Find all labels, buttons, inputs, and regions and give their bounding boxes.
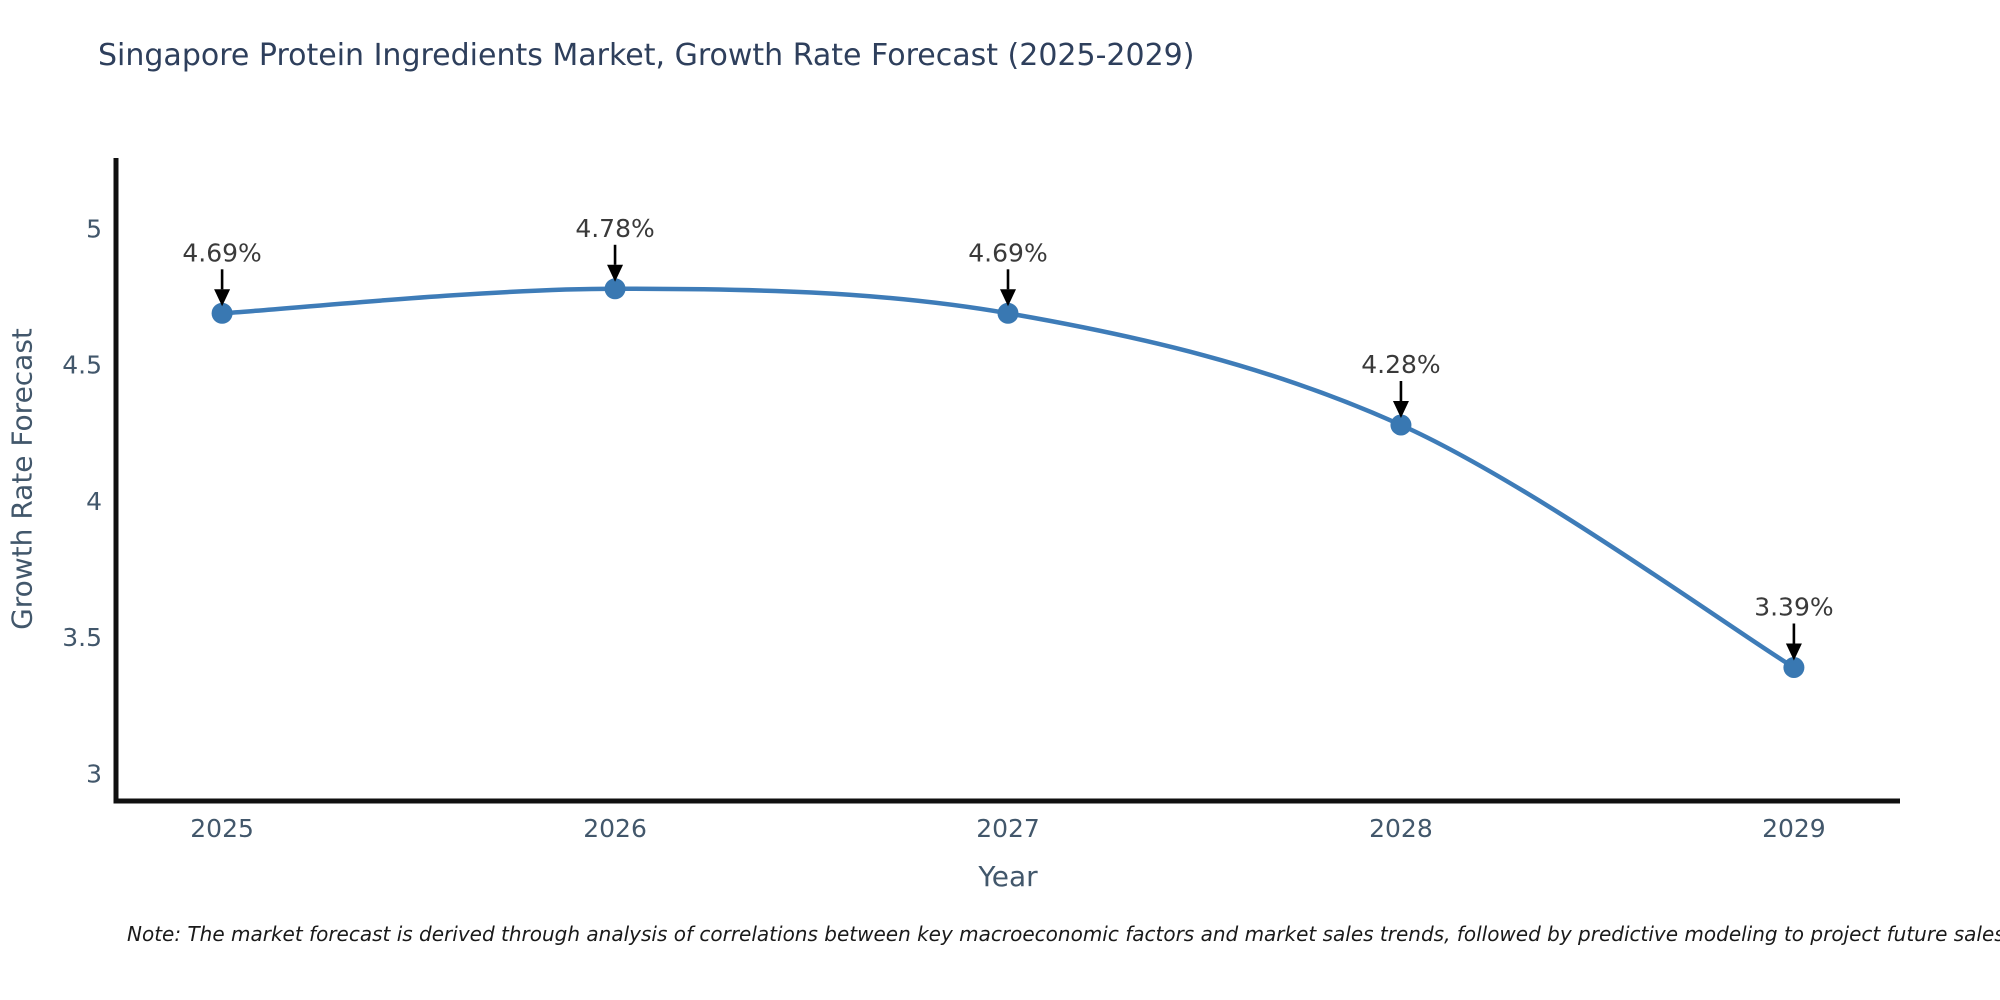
annotation-arrowhead-icon	[607, 264, 624, 282]
data-point-label: 4.69%	[968, 238, 1047, 267]
data-point-label: 4.69%	[182, 238, 261, 267]
annotation-arrowhead-icon	[214, 289, 231, 307]
x-tick-label: 2028	[1369, 814, 1433, 843]
data-point-marker	[1783, 656, 1805, 678]
data-point-label: 4.28%	[1361, 350, 1440, 379]
y-axis-label-text: Growth Rate Forecast	[5, 328, 39, 630]
x-tick-label: 2029	[1762, 814, 1826, 843]
y-tick-label: 5	[86, 214, 102, 243]
y-tick-label: 3	[86, 759, 102, 788]
annotation-arrowhead-icon	[1785, 643, 1802, 661]
data-point-marker	[211, 302, 233, 324]
annotation-arrowhead-icon	[1392, 401, 1409, 419]
data-point-label: 4.78%	[575, 214, 654, 243]
y-tick-label: 3.5	[62, 623, 102, 652]
data-point-marker	[604, 278, 626, 300]
y-tick-label: 4.5	[62, 351, 102, 380]
data-point-marker	[1390, 414, 1412, 436]
x-axis-label: Year	[978, 860, 1038, 893]
footnote: Note: The market forecast is derived thr…	[127, 922, 2000, 946]
x-tick-label: 2026	[583, 814, 647, 843]
annotation-arrowhead-icon	[1000, 289, 1016, 307]
chart-title: Singapore Protein Ingredients Market, Gr…	[98, 38, 1195, 73]
x-tick-label: 2025	[190, 814, 254, 843]
forecast-line-series	[221, 286, 1796, 670]
y-tick-label: 4	[86, 487, 102, 516]
x-tick-label: 2027	[976, 814, 1040, 843]
data-point-label: 3.39%	[1754, 592, 1833, 621]
data-point-marker	[997, 302, 1019, 324]
